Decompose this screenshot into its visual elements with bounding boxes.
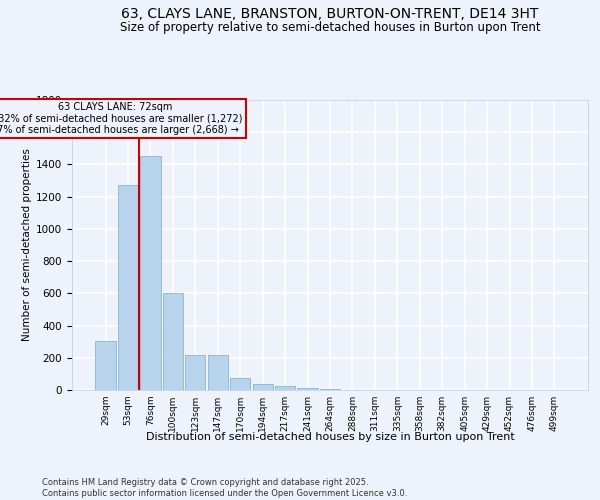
Bar xyxy=(275,386,295,390)
Y-axis label: Number of semi-detached properties: Number of semi-detached properties xyxy=(22,148,32,342)
Bar xyxy=(230,378,250,390)
Bar xyxy=(140,156,161,390)
Bar xyxy=(185,354,205,390)
Text: 63, CLAYS LANE, BRANSTON, BURTON-ON-TRENT, DE14 3HT: 63, CLAYS LANE, BRANSTON, BURTON-ON-TREN… xyxy=(121,8,539,22)
Text: 63 CLAYS LANE: 72sqm
← 32% of semi-detached houses are smaller (1,272)
67% of se: 63 CLAYS LANE: 72sqm ← 32% of semi-detac… xyxy=(0,102,243,135)
Bar xyxy=(298,388,317,390)
Bar xyxy=(163,294,183,390)
Text: Contains HM Land Registry data © Crown copyright and database right 2025.
Contai: Contains HM Land Registry data © Crown c… xyxy=(42,478,407,498)
Text: Size of property relative to semi-detached houses in Burton upon Trent: Size of property relative to semi-detach… xyxy=(119,21,541,34)
Text: Distribution of semi-detached houses by size in Burton upon Trent: Distribution of semi-detached houses by … xyxy=(146,432,514,442)
Bar xyxy=(320,389,340,390)
Bar xyxy=(118,186,138,390)
Bar xyxy=(95,341,116,390)
Bar xyxy=(208,354,228,390)
Bar xyxy=(253,384,273,390)
